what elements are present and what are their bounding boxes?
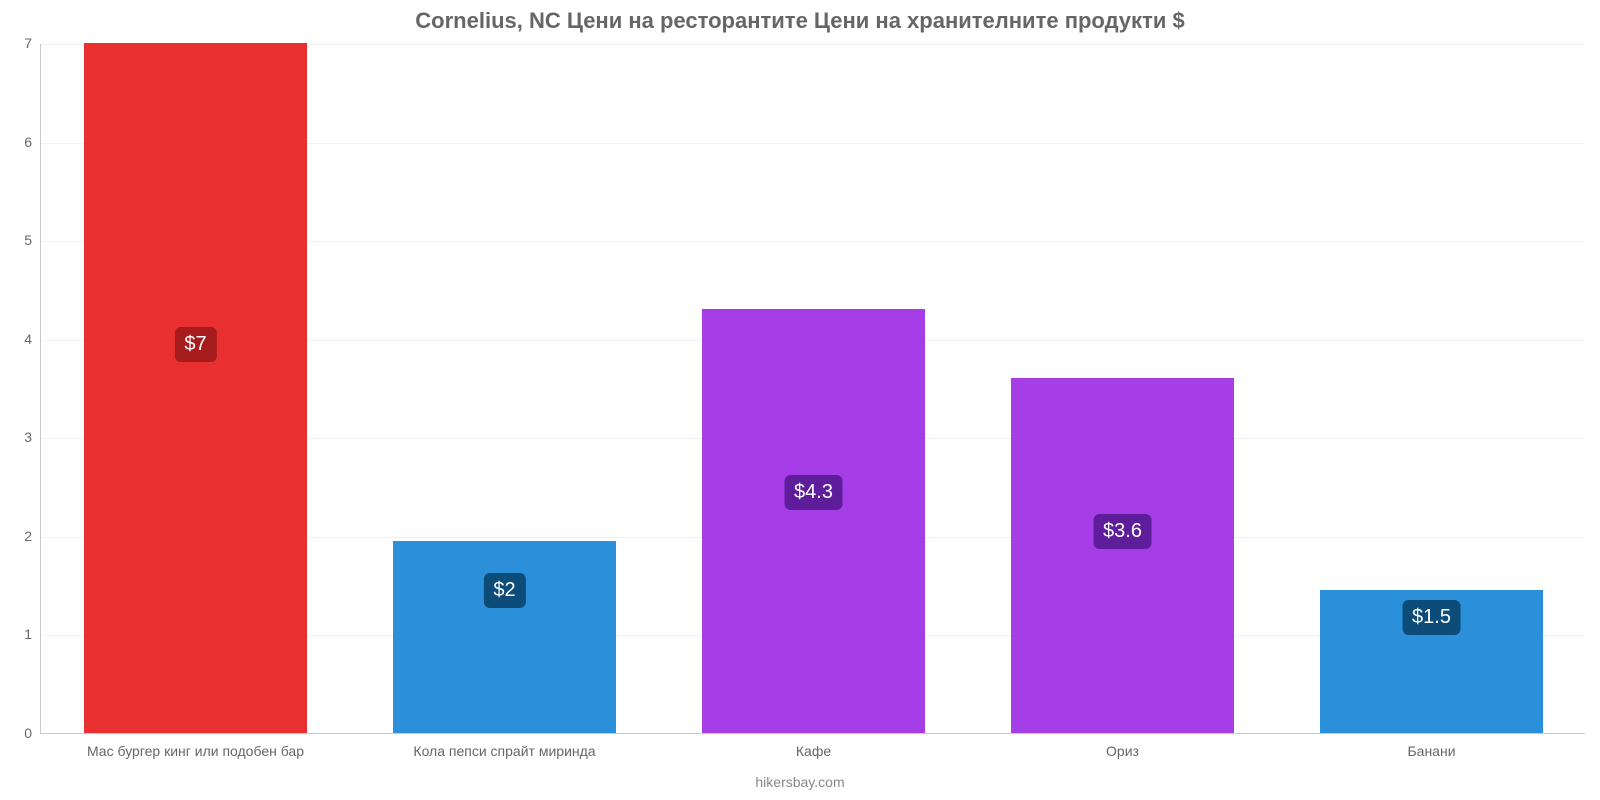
y-tick-label: 7 [2,35,32,51]
y-tick-label: 5 [2,232,32,248]
bar [702,309,924,733]
plot-area: 01234567$7Мас бургер кинг или подобен ба… [40,44,1585,734]
y-tick-label: 1 [2,626,32,642]
y-tick-label: 0 [2,725,32,741]
y-tick-label: 2 [2,528,32,544]
bar [393,541,615,733]
chart-container: Cornelius, NC Цени на ресторантите Цени … [0,0,1600,800]
bar-value-label: $3.6 [1093,514,1152,549]
y-tick-label: 6 [2,134,32,150]
x-tick-label: Кола пепси спрайт миринда [413,743,595,759]
bar [84,43,306,733]
x-tick-label: Кафе [796,743,831,759]
chart-footer: hikersbay.com [0,774,1600,790]
bar-value-label: $7 [174,327,216,362]
y-tick-label: 3 [2,429,32,445]
x-tick-label: Мас бургер кинг или подобен бар [87,743,304,759]
chart-title: Cornelius, NC Цени на ресторантите Цени … [0,8,1600,34]
bar-value-label: $2 [483,573,525,608]
bar [1011,378,1233,733]
x-tick-label: Банани [1407,743,1455,759]
bar-value-label: $1.5 [1402,600,1461,635]
x-tick-label: Ориз [1106,743,1139,759]
y-tick-label: 4 [2,331,32,347]
bar-value-label: $4.3 [784,475,843,510]
